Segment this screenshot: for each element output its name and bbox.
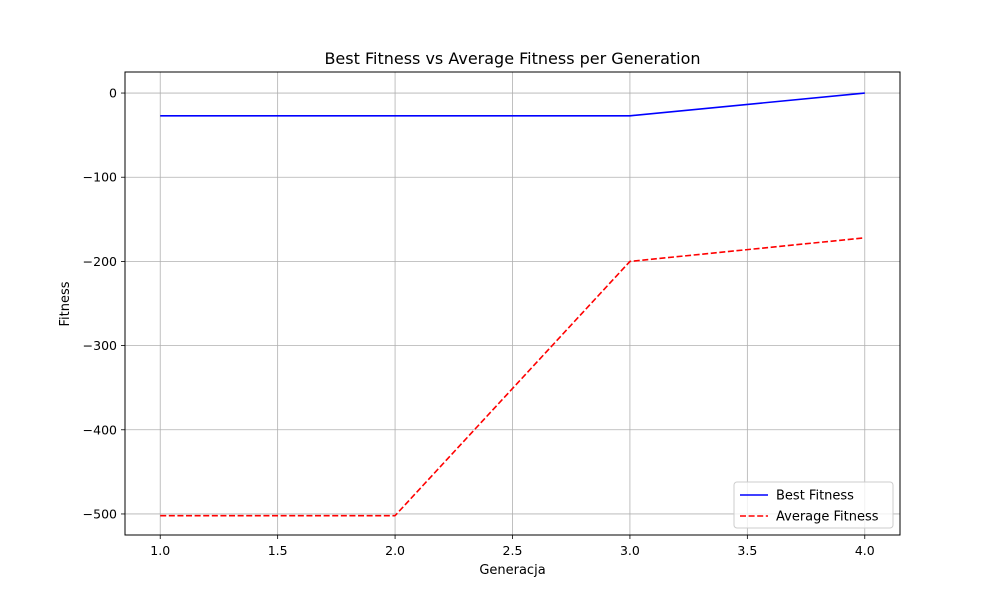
y-tick-label: −300 <box>83 338 117 353</box>
y-tick-label: −200 <box>83 254 117 269</box>
series-line-best-fitness <box>160 92 865 117</box>
y-axis-label: Fitness <box>58 281 73 326</box>
axis-ticks: 1.0 1.5 2.0 2.5 3.0 3.5 4.0 0 −100 −200 −300 −400 −5… <box>83 86 875 558</box>
x-tick-label: 2.0 <box>385 543 405 558</box>
grid-lines <box>125 72 900 535</box>
chart-title: Best Fitness vs Average Fitness per Gene… <box>324 49 700 68</box>
x-axis-label: Generacja <box>479 563 545 578</box>
y-tick-label: −400 <box>83 422 117 437</box>
series-line-average-fitness <box>160 237 865 517</box>
x-tick-label: 3.0 <box>620 543 640 558</box>
x-tick-label: 3.5 <box>737 543 757 558</box>
y-tick-label: 0 <box>109 86 117 101</box>
y-tick-label: −500 <box>83 506 117 521</box>
x-tick-label: 2.5 <box>503 543 523 558</box>
legend-box <box>733 481 894 529</box>
legend-label: Average Fitness <box>776 510 879 525</box>
x-tick-label: 4.0 <box>855 543 875 558</box>
series-lines <box>160 92 865 517</box>
legend-label: Best Fitness <box>776 489 854 504</box>
x-tick-label: 1.0 <box>150 543 170 558</box>
legend: Best Fitness Average Fitness <box>733 481 894 529</box>
x-tick-label: 1.5 <box>268 543 288 558</box>
y-tick-label: −100 <box>83 170 117 185</box>
